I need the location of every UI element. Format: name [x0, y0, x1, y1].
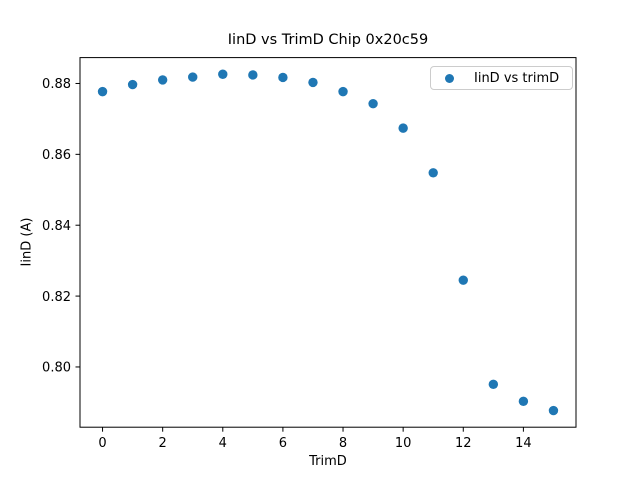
- y-tick-label: 0.84: [42, 219, 71, 234]
- axes-frame: [79, 57, 577, 428]
- data-point: [338, 86, 348, 97]
- legend-marker-icon: [445, 73, 454, 83]
- y-tick-label: 0.88: [42, 77, 71, 92]
- data-point: [157, 75, 168, 85]
- data-point: [127, 79, 138, 90]
- data-point: [428, 168, 438, 178]
- y-tick-label: 0.82: [42, 290, 71, 305]
- y-axis-label: IinD (A): [19, 217, 35, 267]
- y-tick-label: 0.80: [42, 361, 71, 376]
- x-tick-label: 2: [159, 436, 167, 451]
- legend-label: IinD vs trimD: [474, 70, 560, 86]
- data-point: [97, 86, 108, 97]
- data-point: [188, 72, 198, 82]
- data-point: [488, 379, 499, 390]
- x-tick-label: 12: [455, 436, 472, 451]
- data-point: [308, 77, 318, 88]
- x-tick-label: 0: [98, 436, 106, 451]
- x-axis-label: TrimD: [309, 454, 347, 469]
- legend: IinD vs trimD: [430, 66, 573, 90]
- data-point: [368, 98, 378, 109]
- x-tick-label: 4: [219, 436, 227, 451]
- data-point: [218, 69, 228, 79]
- data-point: [458, 275, 468, 285]
- data-point: [548, 405, 559, 416]
- x-tick-label: 8: [339, 436, 347, 451]
- chart-title: IinD vs TrimD Chip 0x20c59: [227, 32, 429, 48]
- x-tick-label: 14: [515, 436, 532, 451]
- data-point: [248, 70, 258, 80]
- y-tick-label: 0.86: [42, 148, 71, 163]
- x-tick-label: 6: [279, 436, 287, 451]
- data-point: [398, 123, 408, 133]
- x-tick-label: 10: [395, 436, 412, 451]
- data-point: [518, 396, 529, 407]
- data-point: [278, 72, 288, 83]
